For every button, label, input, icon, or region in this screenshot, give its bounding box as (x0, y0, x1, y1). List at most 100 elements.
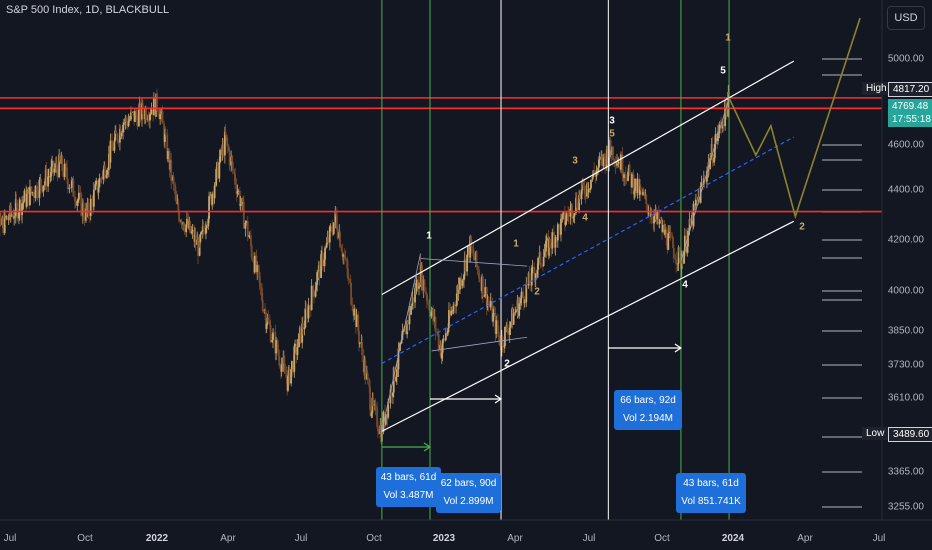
candle-body (74, 196, 76, 202)
candle-body (218, 162, 221, 179)
candle-body (466, 245, 469, 255)
candle-body (537, 258, 540, 270)
candle-body (105, 174, 108, 178)
candle-body (157, 110, 160, 113)
candle-body (552, 232, 555, 236)
candle-body (139, 103, 142, 120)
candle-body (94, 184, 97, 190)
candle-body (314, 289, 317, 297)
range-arrow-head (423, 442, 432, 452)
range-info-box[interactable]: 43 bars, 61d Vol 851.741K (676, 473, 746, 513)
candle-body (377, 431, 380, 435)
range-info-box[interactable]: 43 bars, 61d Vol 3.487M (376, 467, 441, 507)
y-tick-label: 3850.00 (887, 325, 924, 337)
candle-body (404, 325, 407, 335)
candle-body (657, 212, 660, 224)
candle-body (293, 346, 296, 372)
candle-body (667, 233, 670, 250)
candle-body (128, 119, 131, 121)
candle-body (117, 140, 120, 143)
candle-body (130, 112, 133, 114)
candle-body (634, 178, 637, 192)
candle-body (718, 123, 721, 133)
wave-label: 1 (513, 238, 519, 250)
candle-body (361, 342, 364, 356)
wave-label: 2 (504, 358, 510, 370)
candle-body (665, 229, 668, 246)
candle-body (541, 265, 544, 267)
candle-body (613, 160, 616, 162)
candle-body (597, 167, 599, 171)
candle-body (437, 334, 440, 350)
candle-body (469, 236, 472, 258)
candle-body (686, 246, 689, 253)
candle-body (301, 323, 304, 343)
currency-selector[interactable]: USD (887, 6, 925, 30)
candle-body (631, 174, 633, 187)
candle-body (33, 192, 35, 198)
candle-body (68, 187, 71, 190)
candle-body (674, 258, 677, 260)
candle-body (331, 226, 334, 233)
candle-body (161, 111, 164, 124)
current-price: 4769.48 (892, 101, 929, 112)
candle-body (80, 193, 83, 216)
candle-body (586, 183, 589, 193)
candle-body (436, 332, 439, 335)
channel-midline (381, 136, 795, 364)
candle-body (166, 134, 169, 160)
candle-body (368, 379, 371, 387)
candle-body (275, 340, 278, 354)
candle-body (342, 254, 345, 257)
candle-body (520, 291, 523, 299)
range-volume: Vol 851.741K (681, 496, 741, 507)
candle-body (261, 300, 264, 312)
candle-body (408, 309, 411, 325)
candle-body (593, 170, 596, 174)
candle-body (102, 170, 105, 180)
candle-body (639, 186, 642, 190)
candle-body (672, 237, 674, 248)
candle-body (89, 198, 92, 217)
candle-body (451, 310, 454, 312)
candle-body (79, 192, 82, 194)
candle-body (208, 196, 210, 219)
candle-body (650, 214, 653, 220)
range-info-box[interactable]: 66 bars, 92d Vol 2.194M (614, 390, 682, 430)
x-tick-label: 2022 (145, 533, 169, 544)
candle-body (183, 228, 186, 233)
candle-body (624, 174, 627, 179)
candle-body (410, 305, 412, 315)
candle-body (205, 226, 208, 228)
candle-body (497, 331, 500, 336)
candle-body (186, 218, 188, 225)
candle-body (320, 254, 323, 278)
candle-body (484, 287, 487, 296)
candle-body (387, 401, 390, 418)
candle-body (269, 324, 272, 343)
candle-body (678, 247, 681, 253)
range-info-box[interactable]: 62 bars, 90d Vol 2.899M (436, 473, 501, 513)
x-tick-label: Oct (77, 533, 93, 544)
candle-body (191, 229, 194, 232)
candle-body (76, 200, 79, 206)
candle-body (700, 182, 703, 186)
candle-body (390, 389, 393, 397)
candle-body (148, 114, 151, 121)
candle-body (85, 208, 87, 221)
candle-body (483, 295, 486, 297)
candle-body (271, 339, 274, 343)
candle-body (189, 221, 192, 233)
candle-body (444, 333, 447, 341)
candle-body (332, 222, 335, 234)
candle-body (417, 279, 420, 289)
candle-body (49, 176, 52, 178)
candle-body (164, 133, 167, 135)
y-tick-label: 3610.00 (887, 392, 924, 404)
candle-body (459, 278, 461, 290)
candle-body (455, 293, 458, 306)
candle-body (518, 303, 521, 317)
candle-body (253, 255, 256, 273)
candle-body (406, 321, 409, 335)
